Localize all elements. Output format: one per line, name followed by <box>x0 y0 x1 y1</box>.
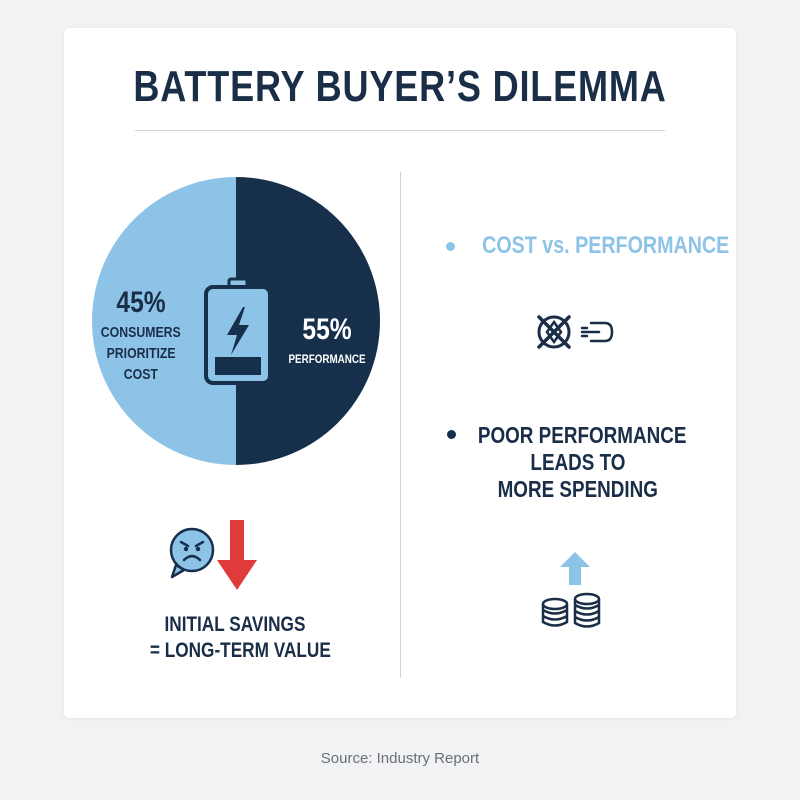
poor-performance-text: POOR PERFORMANCE LEADS TO MORE SPENDING <box>477 422 687 502</box>
angry-speech-bubble-icon <box>169 527 215 579</box>
pie-label-performance-text: PERFORMANCE <box>288 352 366 366</box>
arrow-up-icon <box>560 552 590 585</box>
battery-charging-icon <box>204 277 272 385</box>
pie-label-cost-text: CONSUMERS PRIORITIZE COST <box>101 324 181 383</box>
crossed-out-cost-icon <box>537 315 614 349</box>
bullet-dot <box>447 430 456 439</box>
cost-vs-performance-heading: COST vs. PERFORMANCE <box>482 232 730 259</box>
pie-label-cost-value: 45% <box>116 286 166 319</box>
title-divider <box>135 130 665 131</box>
bullet-dot <box>446 242 455 251</box>
page-title: BATTERY BUYER’S DILEMMA <box>133 62 667 111</box>
speed-magnet-icon <box>580 321 614 343</box>
source-caption: Source: Industry Report <box>320 750 480 767</box>
savings-vs-value-text: INITIAL SAVINGS = LONG-TERM VALUE <box>149 613 331 662</box>
arrow-down-icon <box>217 520 257 590</box>
coin-stacks-icon <box>541 592 601 628</box>
pie-label-performance-value: 55% <box>302 313 352 346</box>
column-divider <box>400 172 401 678</box>
